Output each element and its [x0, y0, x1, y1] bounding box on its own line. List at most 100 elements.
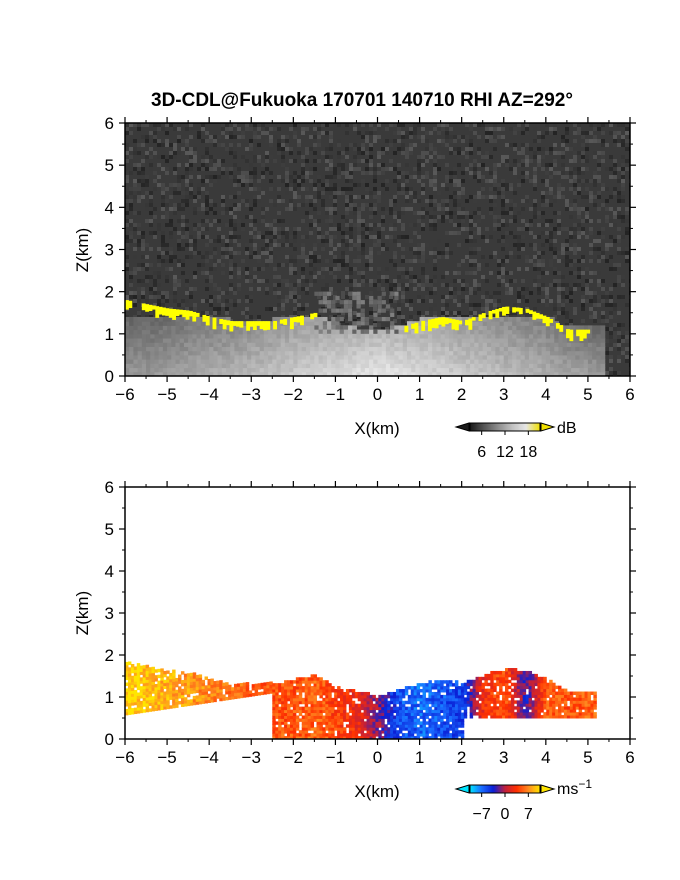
- noise-cell: [605, 323, 609, 327]
- noise-cell: [185, 275, 189, 279]
- noise-cell: [465, 167, 469, 171]
- noise-cell: [305, 171, 309, 175]
- noise-cell: [477, 179, 481, 183]
- noise-cell: [301, 279, 305, 283]
- echo-cell: [419, 329, 425, 335]
- noise-cell: [461, 191, 465, 195]
- noise-cell: [625, 339, 629, 343]
- echo-cell: [301, 346, 307, 352]
- noise-cell: [325, 167, 329, 171]
- noise-cell: [613, 239, 617, 243]
- noise-cell: [161, 183, 165, 187]
- noise-cell: [389, 123, 393, 127]
- echo-cell: [499, 354, 505, 360]
- echo-cell: [377, 342, 383, 347]
- echo-cell: [280, 316, 286, 322]
- noise-cell: [345, 223, 349, 227]
- noise-cell: [505, 291, 509, 295]
- noise-cell: [577, 267, 581, 271]
- noise-cell: [301, 155, 305, 159]
- noise-cell: [285, 279, 289, 283]
- noise-cell: [233, 135, 237, 139]
- echo-cell: [545, 329, 551, 335]
- noise-cell: [473, 159, 477, 163]
- noise-cell: [581, 319, 585, 323]
- noise-cell: [221, 263, 225, 267]
- reflectivity-field: [125, 123, 630, 376]
- noise-cell: [157, 175, 161, 179]
- noise-cell: [601, 183, 605, 187]
- noise-cell: [413, 255, 417, 259]
- noise-cell: [209, 139, 213, 143]
- noise-cell: [265, 167, 269, 171]
- echo-cell: [377, 350, 383, 356]
- noise-cell: [317, 295, 321, 299]
- noise-cell: [361, 151, 365, 155]
- noise-cell: [513, 127, 517, 131]
- noise-cell: [285, 143, 289, 147]
- noise-cell: [133, 255, 137, 259]
- noise-cell: [137, 183, 141, 187]
- noise-cell: [277, 195, 281, 199]
- noise-cell: [473, 247, 477, 251]
- echo-cell: [545, 371, 551, 376]
- noise-cell: [389, 203, 393, 207]
- noise-cell: [461, 211, 465, 215]
- noise-cell: [577, 179, 581, 183]
- noise-cell: [365, 155, 369, 159]
- echo-cell: [486, 371, 492, 376]
- noise-cell: [533, 255, 537, 259]
- noise-cell: [365, 135, 369, 139]
- noise-cell: [593, 307, 597, 311]
- noise-cell: [617, 295, 621, 299]
- echo-cell: [419, 363, 425, 369]
- echo-cell: [507, 342, 513, 347]
- echo-cell: [516, 321, 522, 326]
- echo-cell: [419, 371, 425, 376]
- echo-cell: [141, 325, 147, 331]
- noise-cell: [589, 227, 593, 231]
- noise-cell: [433, 227, 437, 231]
- echo-cell: [247, 342, 252, 347]
- noise-cell: [193, 207, 197, 211]
- noise-cell: [185, 283, 189, 287]
- echo-cell: [150, 338, 155, 343]
- noise-cell: [573, 151, 577, 155]
- noise-cell: [177, 239, 181, 243]
- noise-cell: [249, 231, 253, 235]
- echo-cell: [204, 371, 210, 376]
- noise-cell: [293, 307, 297, 311]
- echo-cell: [146, 354, 151, 360]
- noise-cell: [433, 223, 437, 227]
- noise-cell: [201, 139, 205, 143]
- noise-cell: [537, 267, 541, 271]
- noise-cell: [161, 291, 165, 295]
- noise-cell: [353, 319, 357, 323]
- noise-cell: [201, 159, 205, 163]
- echo-cell: [242, 371, 248, 376]
- noise-cell: [617, 131, 621, 135]
- noise-cell: [453, 183, 457, 187]
- echo-cell: [129, 350, 134, 356]
- noise-cell: [265, 259, 269, 263]
- noise-cell: [565, 199, 569, 203]
- noise-cell: [609, 167, 613, 171]
- noise-cell: [425, 275, 429, 279]
- noise-cell: [301, 267, 305, 271]
- echo-cell: [192, 333, 198, 339]
- noise-cell: [561, 171, 565, 175]
- noise-cell: [433, 255, 437, 259]
- echo-cell: [507, 363, 513, 369]
- noise-cell: [625, 139, 629, 143]
- echo-cell: [465, 316, 471, 322]
- echo-cell: [474, 367, 479, 373]
- echo-cell: [162, 346, 168, 352]
- echo-cell: [293, 329, 299, 335]
- noise-cell: [373, 283, 377, 287]
- noise-cell: [257, 179, 261, 183]
- echo-cell: [453, 363, 458, 369]
- noise-cell: [617, 123, 621, 127]
- noise-cell: [617, 215, 621, 219]
- noise-cell: [389, 227, 393, 231]
- echo-cell: [516, 329, 522, 335]
